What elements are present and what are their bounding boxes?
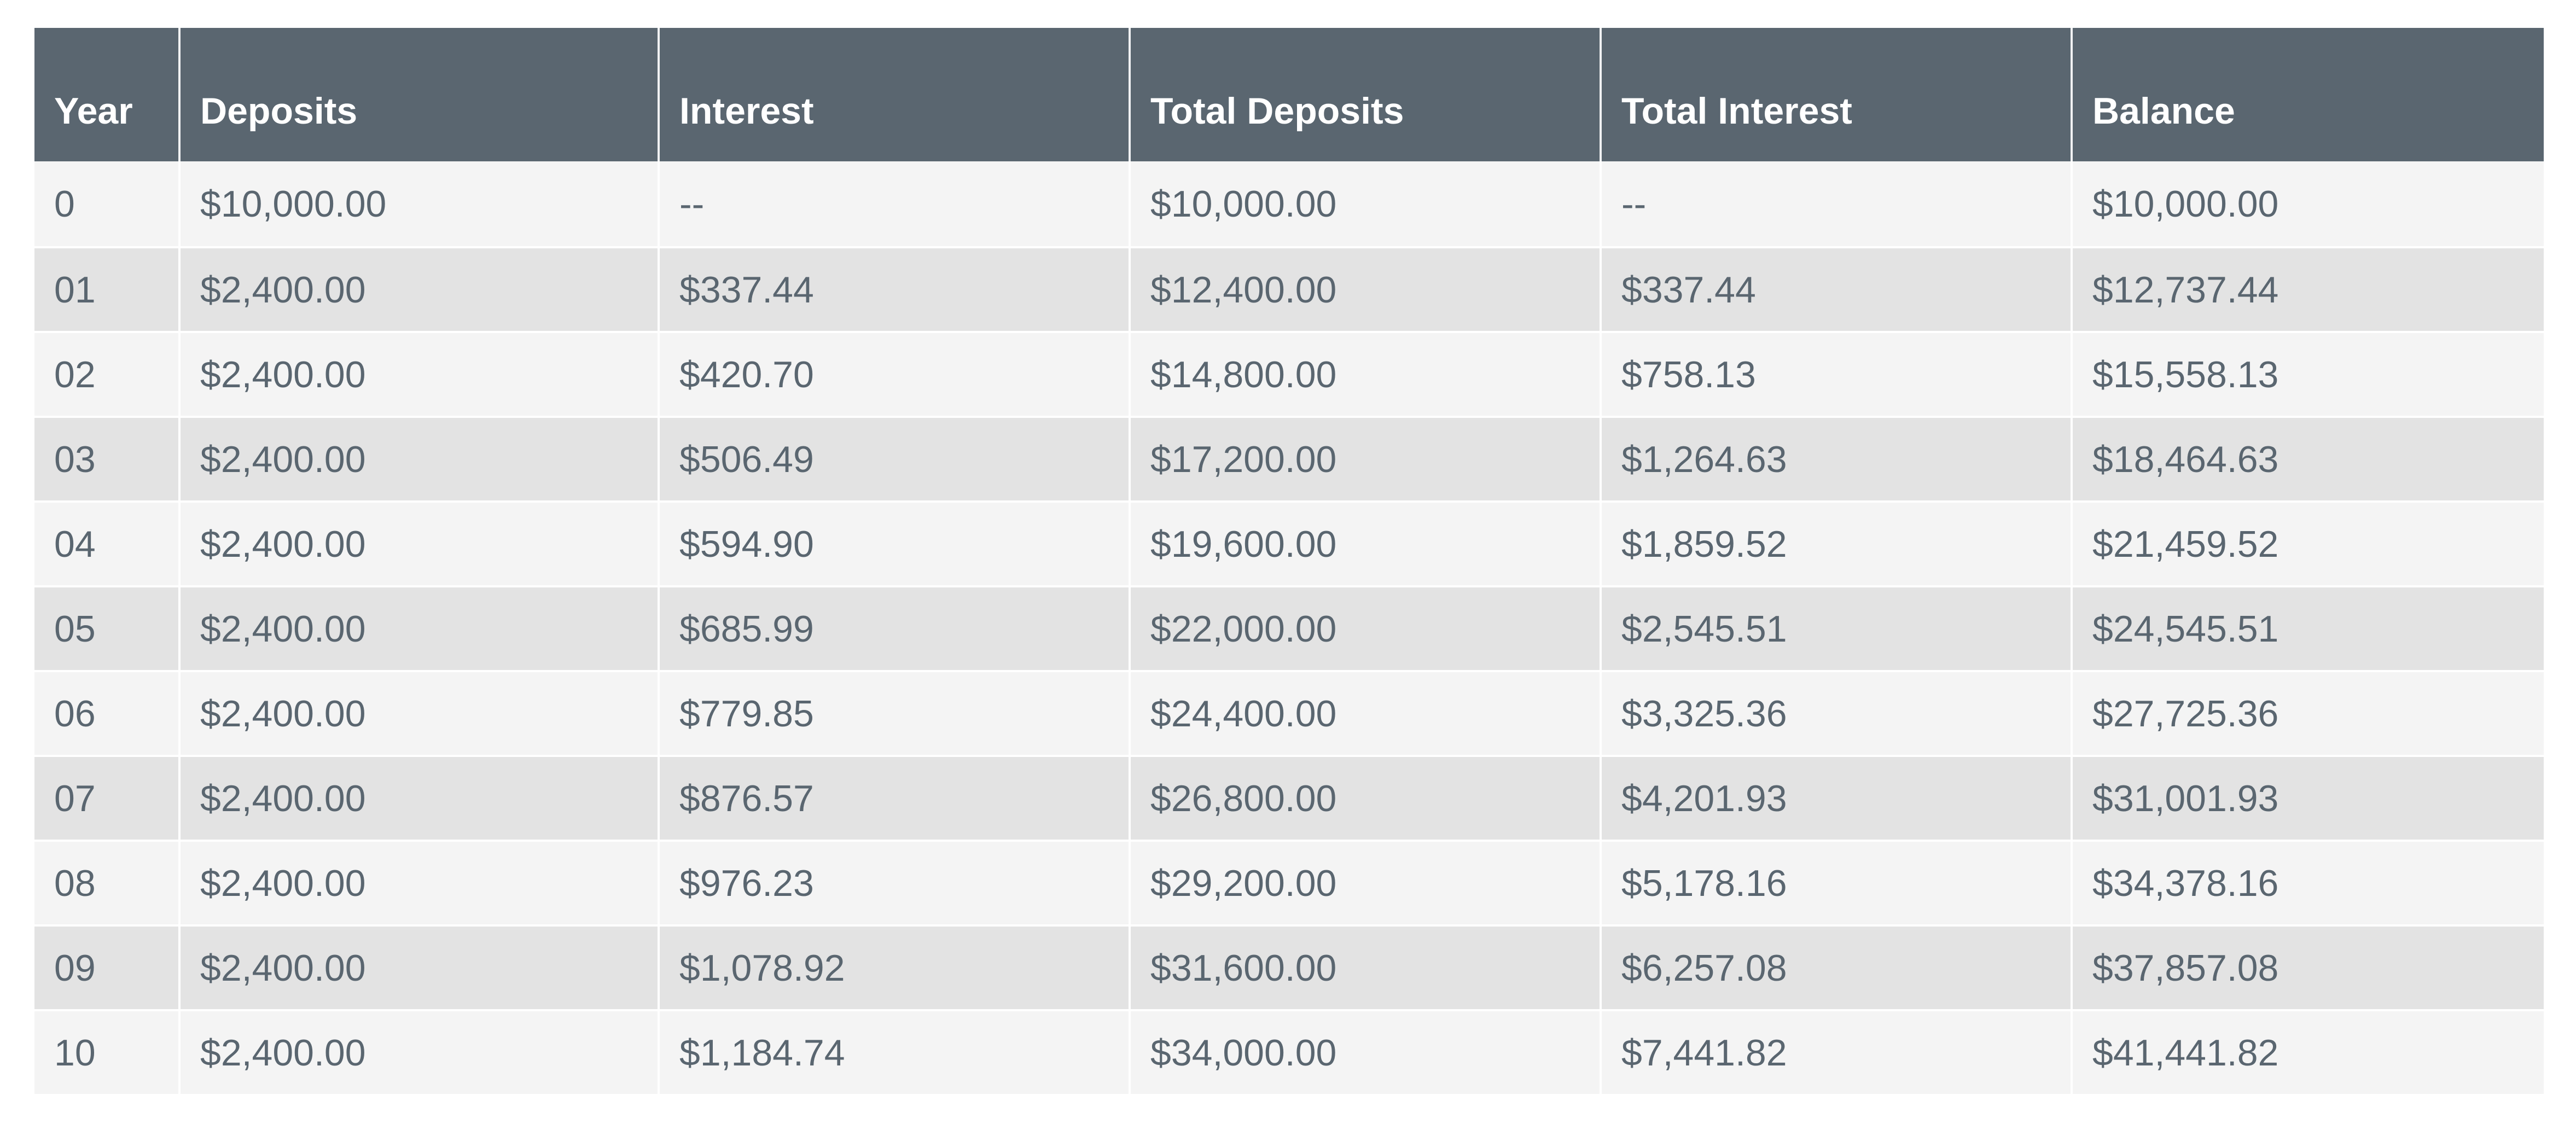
cell-deposits: $2,400.00: [181, 755, 660, 840]
table-row: 0 $10,000.00 -- $10,000.00 -- $10,000.00: [34, 161, 2544, 246]
table-row: 03 $2,400.00 $506.49 $17,200.00 $1,264.6…: [34, 416, 2544, 500]
header-row: Year Deposits Interest Total Deposits To…: [34, 28, 2544, 161]
table-row: 09 $2,400.00 $1,078.92 $31,600.00 $6,257…: [34, 924, 2544, 1009]
cell-total-interest: $6,257.08: [1602, 924, 2073, 1009]
cell-balance: $31,001.93: [2073, 755, 2544, 840]
cell-total-deposits: $34,000.00: [1131, 1009, 1602, 1094]
cell-interest: --: [660, 161, 1131, 246]
cell-total-interest: $4,201.93: [1602, 755, 2073, 840]
cell-year: 03: [34, 416, 181, 500]
cell-year: 0: [34, 161, 181, 246]
cell-total-interest: $2,545.51: [1602, 585, 2073, 670]
cell-year: 09: [34, 924, 181, 1009]
cell-total-interest: $7,441.82: [1602, 1009, 2073, 1094]
cell-balance: $10,000.00: [2073, 161, 2544, 246]
cell-balance: $15,558.13: [2073, 331, 2544, 416]
cell-total-deposits: $19,600.00: [1131, 500, 1602, 585]
cell-interest: $779.85: [660, 670, 1131, 755]
table-row: 01 $2,400.00 $337.44 $12,400.00 $337.44 …: [34, 246, 2544, 331]
cell-interest: $594.90: [660, 500, 1131, 585]
cell-balance: $12,737.44: [2073, 246, 2544, 331]
table-body: 0 $10,000.00 -- $10,000.00 -- $10,000.00…: [34, 161, 2544, 1094]
table-row: 02 $2,400.00 $420.70 $14,800.00 $758.13 …: [34, 331, 2544, 416]
cell-deposits: $2,400.00: [181, 1009, 660, 1094]
table-header: Year Deposits Interest Total Deposits To…: [34, 28, 2544, 161]
cell-total-interest: $1,859.52: [1602, 500, 2073, 585]
savings-schedule-table-container: Year Deposits Interest Total Deposits To…: [34, 28, 2544, 1094]
table-row: 06 $2,400.00 $779.85 $24,400.00 $3,325.3…: [34, 670, 2544, 755]
cell-year: 02: [34, 331, 181, 416]
cell-total-deposits: $14,800.00: [1131, 331, 1602, 416]
cell-deposits: $10,000.00: [181, 161, 660, 246]
cell-total-deposits: $31,600.00: [1131, 924, 1602, 1009]
cell-total-deposits: $24,400.00: [1131, 670, 1602, 755]
cell-total-interest: $3,325.36: [1602, 670, 2073, 755]
cell-interest: $1,184.74: [660, 1009, 1131, 1094]
cell-year: 07: [34, 755, 181, 840]
cell-total-interest: $758.13: [1602, 331, 2073, 416]
cell-total-deposits: $26,800.00: [1131, 755, 1602, 840]
cell-total-deposits: $17,200.00: [1131, 416, 1602, 500]
cell-interest: $337.44: [660, 246, 1131, 331]
cell-total-interest: $337.44: [1602, 246, 2073, 331]
cell-deposits: $2,400.00: [181, 246, 660, 331]
cell-interest: $685.99: [660, 585, 1131, 670]
cell-total-deposits: $10,000.00: [1131, 161, 1602, 246]
cell-deposits: $2,400.00: [181, 924, 660, 1009]
header-deposits: Deposits: [181, 28, 660, 161]
cell-interest: $420.70: [660, 331, 1131, 416]
header-total-deposits: Total Deposits: [1131, 28, 1602, 161]
header-total-interest: Total Interest: [1602, 28, 2073, 161]
cell-deposits: $2,400.00: [181, 670, 660, 755]
cell-total-deposits: $29,200.00: [1131, 840, 1602, 924]
cell-total-interest: $1,264.63: [1602, 416, 2073, 500]
cell-balance: $24,545.51: [2073, 585, 2544, 670]
cell-balance: $37,857.08: [2073, 924, 2544, 1009]
cell-year: 01: [34, 246, 181, 331]
cell-year: 04: [34, 500, 181, 585]
table-row: 08 $2,400.00 $976.23 $29,200.00 $5,178.1…: [34, 840, 2544, 924]
cell-deposits: $2,400.00: [181, 840, 660, 924]
savings-schedule-table: Year Deposits Interest Total Deposits To…: [34, 28, 2544, 1094]
cell-total-deposits: $12,400.00: [1131, 246, 1602, 331]
table-row: 07 $2,400.00 $876.57 $26,800.00 $4,201.9…: [34, 755, 2544, 840]
cell-total-interest: $5,178.16: [1602, 840, 2073, 924]
header-interest: Interest: [660, 28, 1131, 161]
cell-total-interest: --: [1602, 161, 2073, 246]
cell-year: 10: [34, 1009, 181, 1094]
table-row: 04 $2,400.00 $594.90 $19,600.00 $1,859.5…: [34, 500, 2544, 585]
cell-interest: $876.57: [660, 755, 1131, 840]
cell-balance: $21,459.52: [2073, 500, 2544, 585]
cell-deposits: $2,400.00: [181, 585, 660, 670]
cell-interest: $506.49: [660, 416, 1131, 500]
table-row: 05 $2,400.00 $685.99 $22,000.00 $2,545.5…: [34, 585, 2544, 670]
cell-year: 05: [34, 585, 181, 670]
cell-interest: $1,078.92: [660, 924, 1131, 1009]
cell-year: 06: [34, 670, 181, 755]
cell-balance: $41,441.82: [2073, 1009, 2544, 1094]
cell-balance: $18,464.63: [2073, 416, 2544, 500]
table-row: 10 $2,400.00 $1,184.74 $34,000.00 $7,441…: [34, 1009, 2544, 1094]
cell-deposits: $2,400.00: [181, 416, 660, 500]
header-year: Year: [34, 28, 181, 161]
header-balance: Balance: [2073, 28, 2544, 161]
cell-total-deposits: $22,000.00: [1131, 585, 1602, 670]
cell-year: 08: [34, 840, 181, 924]
cell-balance: $34,378.16: [2073, 840, 2544, 924]
cell-balance: $27,725.36: [2073, 670, 2544, 755]
cell-deposits: $2,400.00: [181, 331, 660, 416]
cell-deposits: $2,400.00: [181, 500, 660, 585]
cell-interest: $976.23: [660, 840, 1131, 924]
